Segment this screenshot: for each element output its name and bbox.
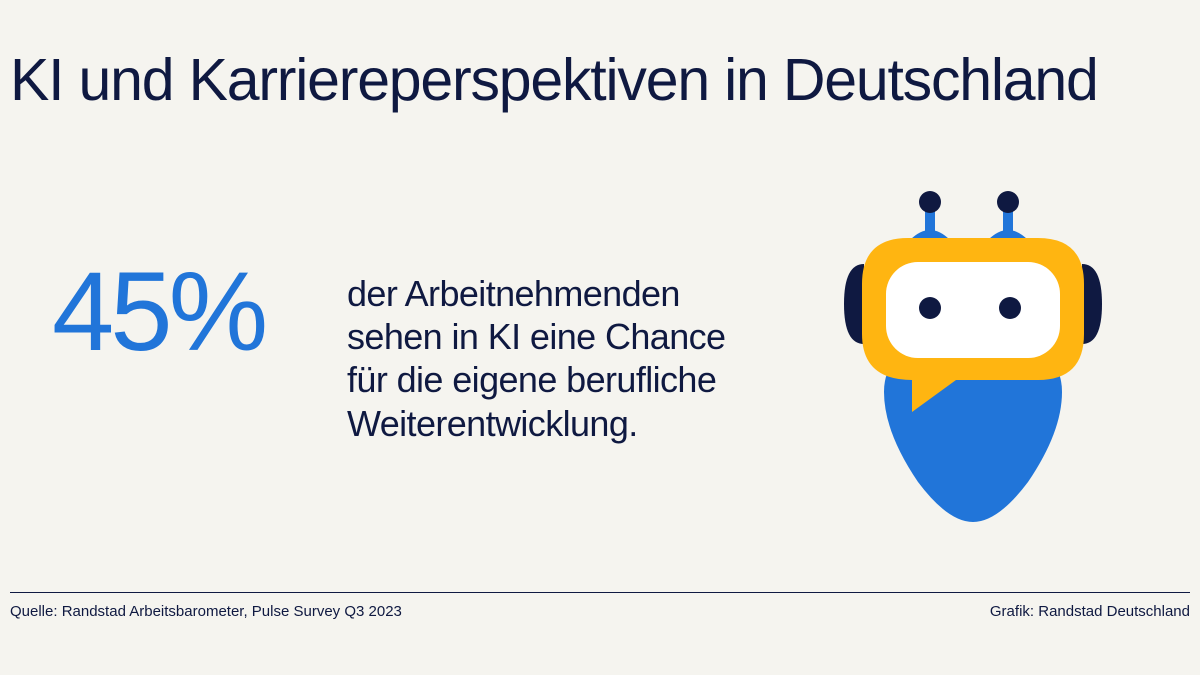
statistic-line: für die eigene berufliche bbox=[347, 359, 717, 401]
robot-eye-right bbox=[999, 297, 1021, 319]
robot-eye-left bbox=[919, 297, 941, 319]
ear-right bbox=[1082, 264, 1102, 344]
robot-icon bbox=[844, 191, 1102, 522]
footer-divider bbox=[10, 592, 1190, 593]
statistic-value: 45% bbox=[52, 249, 268, 374]
statistic-line: der Arbeitnehmenden bbox=[347, 273, 680, 314]
robot-face bbox=[886, 262, 1060, 358]
graphic-credit: Grafik: Randstad Deutschland bbox=[989, 603, 1190, 620]
antenna-right bbox=[988, 191, 1028, 240]
statistic-description: der Arbeitnehmenden sehen in KI eine Cha… bbox=[347, 272, 817, 445]
source-note: Quelle: Randstad Arbeitsbarometer, Pulse… bbox=[10, 603, 402, 620]
page-title: KI und Karriereperspektiven in Deutschla… bbox=[10, 47, 1099, 113]
statistic-line: sehen in KI eine Chance bbox=[347, 316, 726, 358]
antenna-left bbox=[910, 191, 950, 240]
ear-left bbox=[844, 264, 864, 344]
statistic-line: Weiterentwicklung. bbox=[347, 402, 638, 444]
